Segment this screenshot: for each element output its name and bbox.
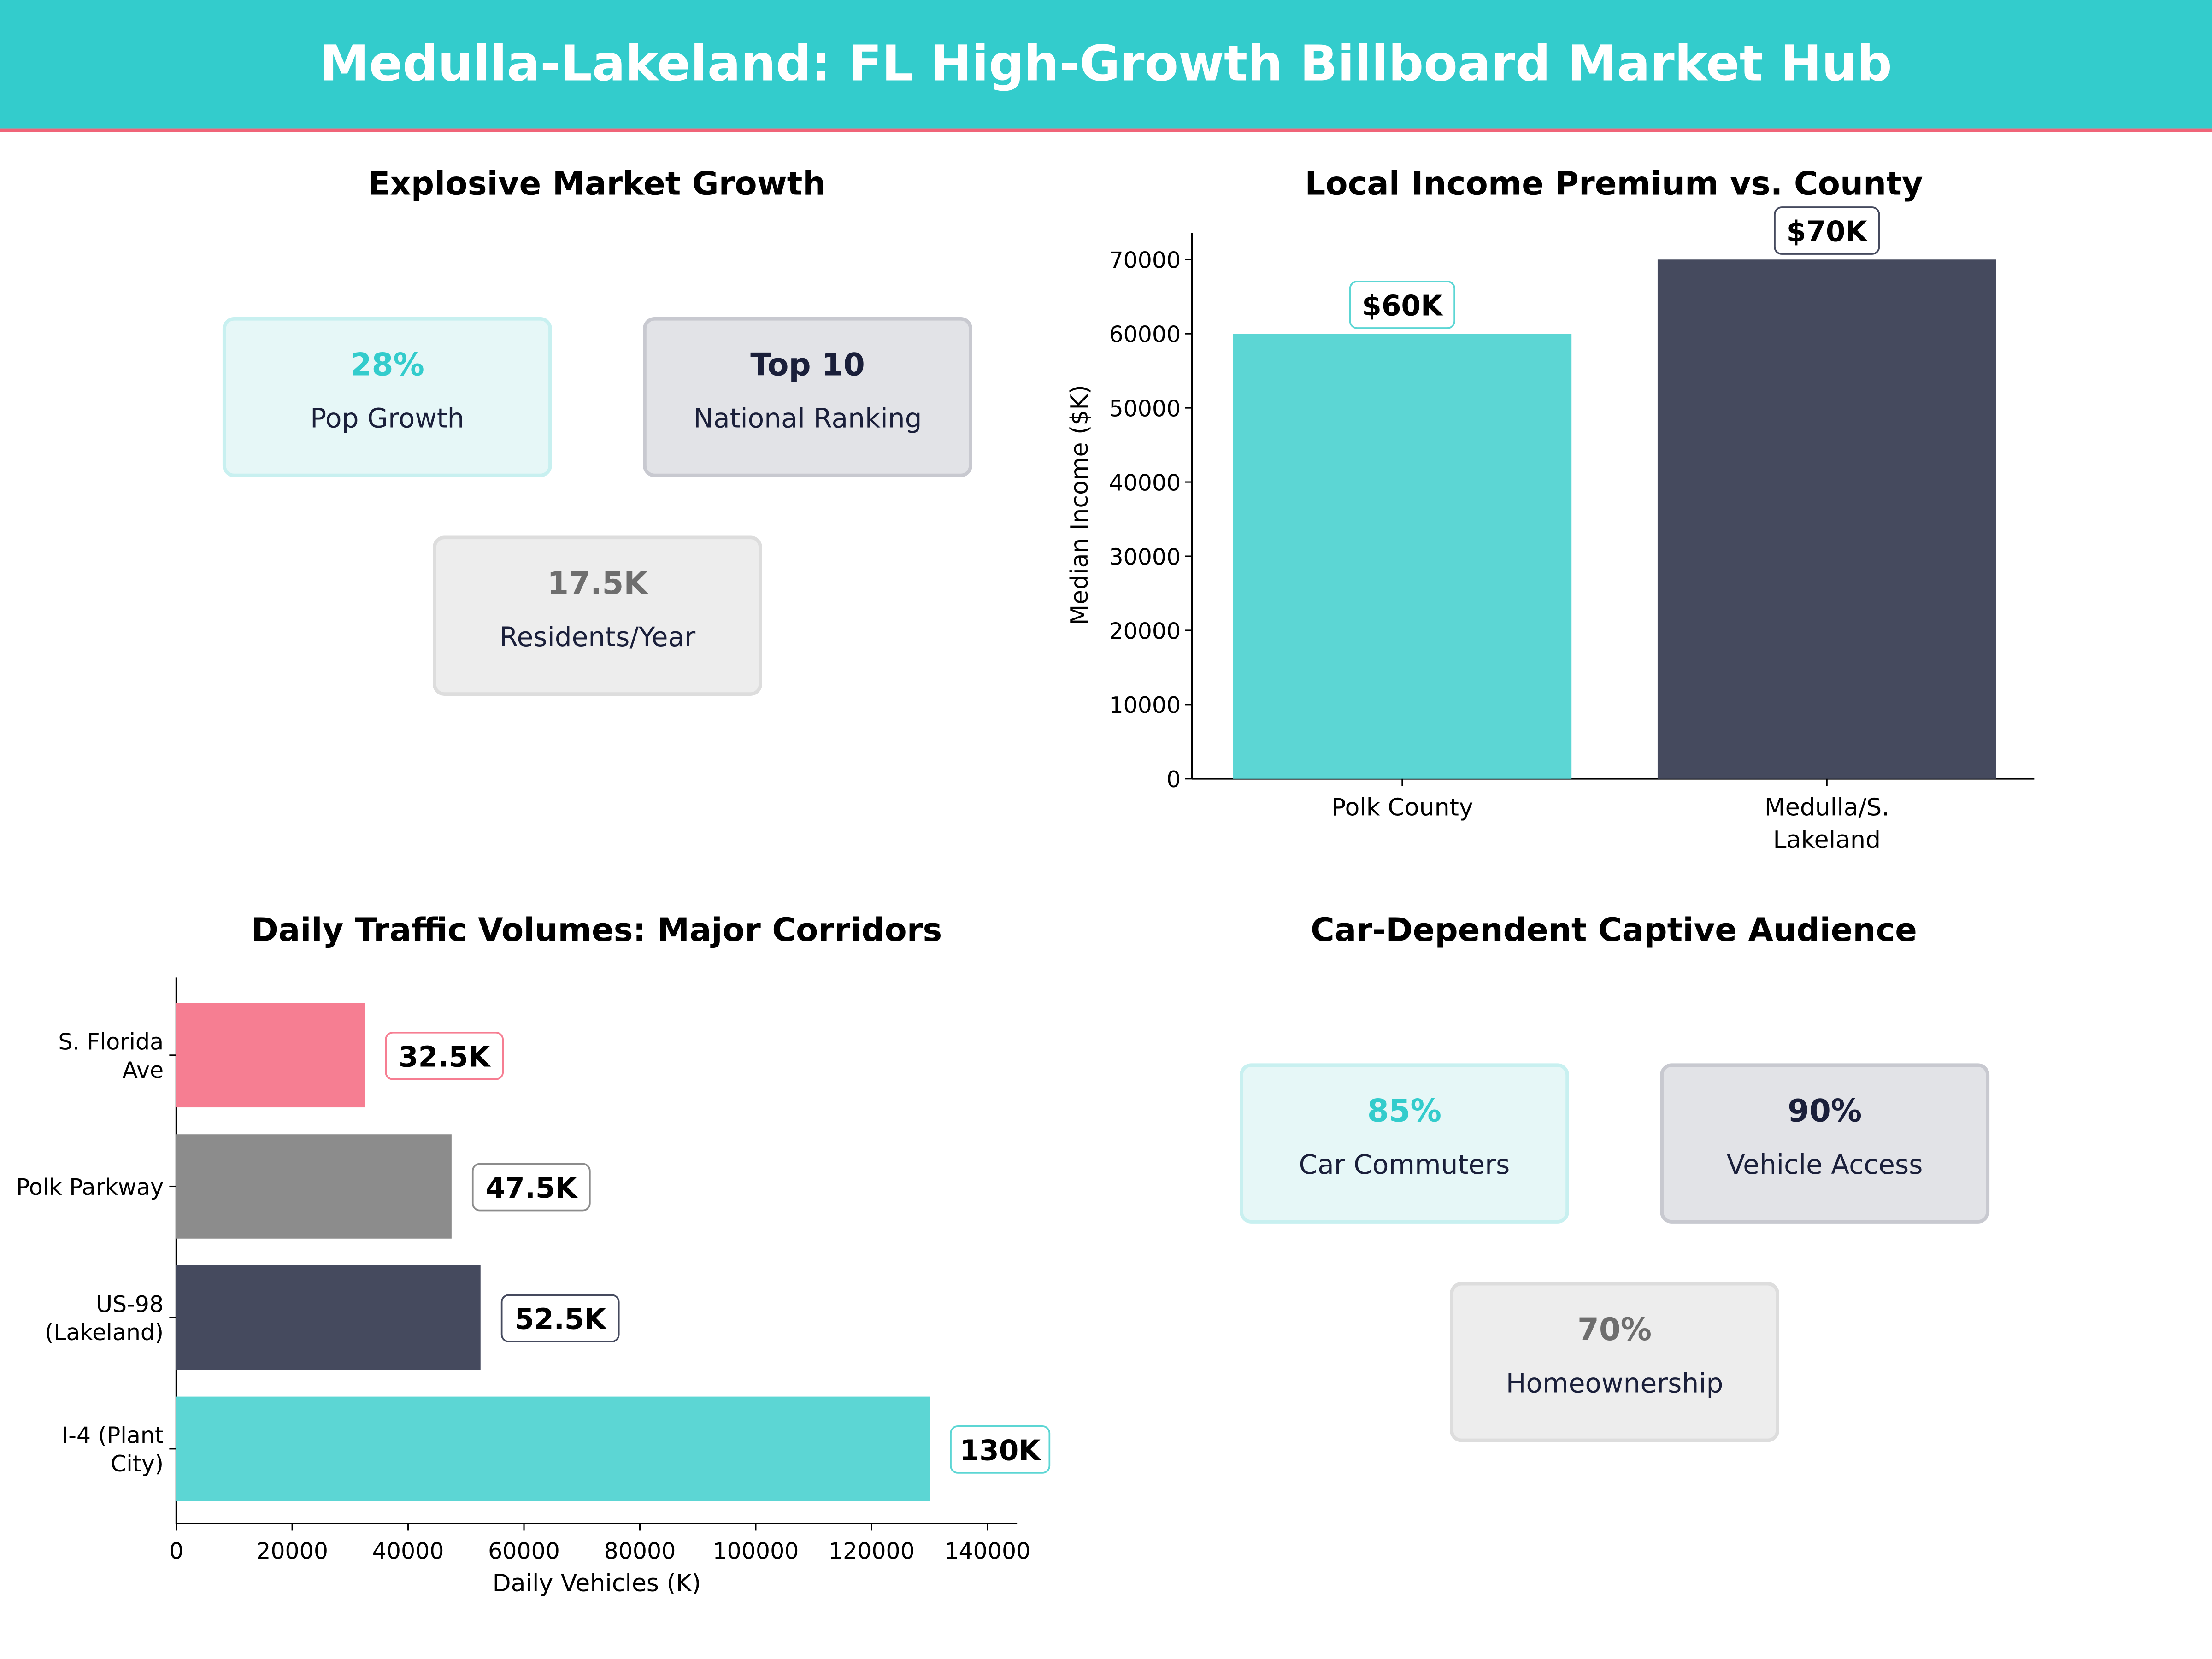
y-tick-label: 60000	[1109, 322, 1181, 348]
x-tick-label: 80000	[604, 1538, 676, 1565]
y-tick-label: (Lakeland)	[45, 1319, 164, 1346]
header-accent-line	[0, 128, 2212, 132]
income-bar	[1233, 334, 1572, 779]
y-tick-label: City)	[111, 1451, 164, 1477]
data-label: 130K	[960, 1434, 1042, 1467]
x-tick-label: 60000	[488, 1538, 560, 1565]
x-tick-label: Polk County	[1331, 794, 1473, 821]
y-axis-label: Median Income ($K)	[1066, 385, 1094, 625]
kpi-value: 90%	[1788, 1093, 1862, 1129]
kpi-card: 28% Pop Growth	[222, 317, 552, 477]
kpi-card-box	[1240, 1063, 1569, 1224]
x-tick-label: 20000	[256, 1538, 328, 1565]
x-tick-label: 140000	[944, 1538, 1030, 1565]
kpi-label: Pop Growth	[310, 403, 464, 434]
income-bar	[1657, 259, 1996, 779]
kpi-card-box	[1660, 1063, 1990, 1224]
kpi-card: 85% Car Commuters	[1240, 1063, 1569, 1224]
growth-panel-title: Explosive Market Growth	[368, 165, 825, 202]
kpi-label: National Ranking	[694, 403, 922, 434]
y-tick-label: 70000	[1109, 247, 1181, 274]
kpi-value: 17.5K	[547, 565, 649, 601]
header-banner	[0, 0, 2212, 129]
kpi-card: 70% Homeownership	[1450, 1282, 1779, 1442]
traffic-chart: 0 20000 40000 60000 80000 100000 120000 140000 D…	[16, 977, 1051, 1597]
y-tick-label: US-98	[96, 1291, 164, 1318]
kpi-card-box	[643, 317, 972, 477]
income-chart: 0 10000 20000 30000 40000 50000 60000 70000 Medi…	[1066, 206, 2035, 854]
kpi-label: Residents/Year	[500, 621, 695, 653]
x-tick-label: 120000	[829, 1538, 915, 1565]
data-label: $70K	[1787, 215, 1869, 248]
y-tick-label: Polk Parkway	[16, 1174, 164, 1200]
income-chart-title: Local Income Premium vs. County	[1305, 165, 1923, 202]
kpi-card: 17.5K Residents/Year	[433, 535, 762, 696]
data-label: 47.5K	[486, 1172, 578, 1205]
x-axis-label: Daily Vehicles (K)	[493, 1570, 701, 1597]
kpi-card: 90% Vehicle Access	[1660, 1063, 1990, 1224]
x-tick-label: 0	[169, 1538, 183, 1565]
data-label: 32.5K	[399, 1041, 491, 1073]
kpi-label: Car Commuters	[1299, 1149, 1510, 1180]
traffic-bar	[176, 1265, 481, 1370]
data-label: $60K	[1362, 289, 1444, 322]
kpi-card-box	[222, 317, 552, 477]
data-label-box	[385, 1031, 504, 1080]
kpi-value: 28%	[350, 346, 424, 382]
data-label-box	[471, 1163, 591, 1212]
y-tick-label: 0	[1166, 766, 1181, 793]
kpi-value: 85%	[1367, 1093, 1441, 1129]
y-tick-label: I-4 (Plant	[62, 1423, 164, 1449]
traffic-bar	[176, 1003, 365, 1108]
data-label-box	[950, 1425, 1051, 1474]
audience-cards: 85% Car Commuters 90% Vehicle Access 70% Home…	[1240, 1063, 1990, 1442]
kpi-label: Homeownership	[1506, 1367, 1724, 1399]
growth-cards: 28% Pop Growth Top 10 National Ranking 17.5K…	[222, 317, 972, 696]
kpi-value: 70%	[1577, 1311, 1652, 1347]
kpi-card-box	[1450, 1282, 1779, 1442]
traffic-bar	[176, 1134, 452, 1239]
y-tick-label: S. Florida	[58, 1029, 164, 1055]
y-tick-label: 30000	[1109, 544, 1181, 570]
y-tick-label: 50000	[1109, 395, 1181, 422]
kpi-label: Vehicle Access	[1727, 1149, 1923, 1180]
y-tick-label: 20000	[1109, 618, 1181, 644]
x-tick-label: Medulla/S.	[1765, 794, 1889, 821]
traffic-chart-title: Daily Traffic Volumes: Major Corridors	[251, 911, 942, 949]
kpi-value: Top 10	[750, 346, 865, 382]
traffic-bar	[176, 1396, 930, 1501]
kpi-card: Top 10 National Ranking	[643, 317, 972, 477]
data-label-box	[1774, 206, 1880, 255]
y-tick-label: 40000	[1109, 470, 1181, 496]
x-tick-label: 40000	[372, 1538, 444, 1565]
x-tick-label: Lakeland	[1773, 826, 1881, 854]
data-label: 52.5K	[514, 1303, 607, 1336]
data-label-box	[1349, 281, 1455, 329]
kpi-card-box	[433, 535, 762, 696]
data-label-box	[500, 1294, 620, 1343]
page-title: Medulla-Lakeland: FL High-Growth Billboa…	[320, 35, 1892, 92]
y-tick-label: 10000	[1109, 692, 1181, 718]
x-tick-label: 100000	[712, 1538, 799, 1565]
y-tick-label: Ave	[122, 1057, 164, 1083]
audience-panel-title: Car-Dependent Captive Audience	[1311, 911, 1917, 949]
